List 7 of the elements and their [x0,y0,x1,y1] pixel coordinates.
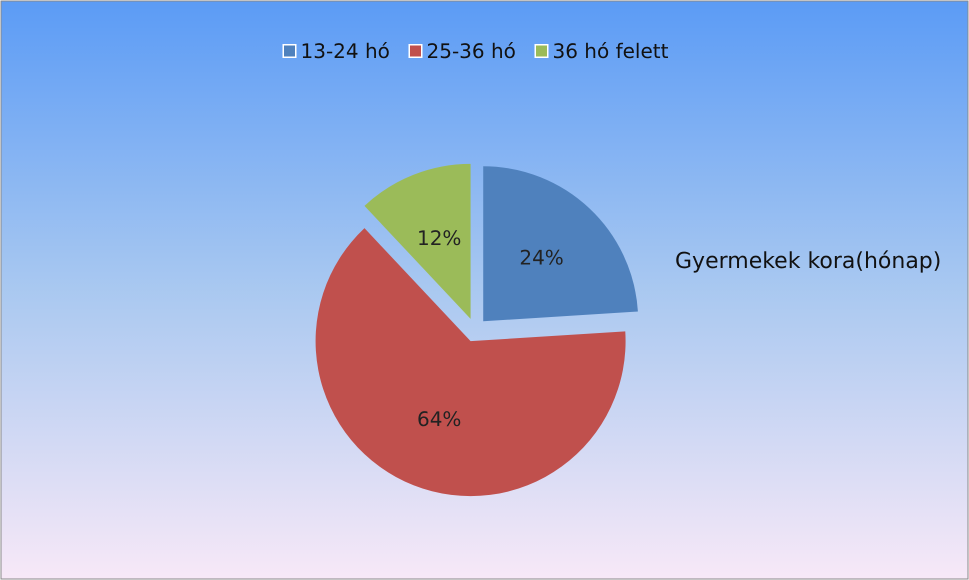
data-label: 24% [519,246,564,270]
legend-label: 13-24 hó [300,39,390,63]
legend-label: 25-36 hó [426,39,516,63]
data-label: 64% [416,406,462,431]
data-label: 12% [416,226,462,250]
legend-label: 36 hó felett [552,39,669,63]
text: Gyermekek kora(hónap) [675,249,942,274]
